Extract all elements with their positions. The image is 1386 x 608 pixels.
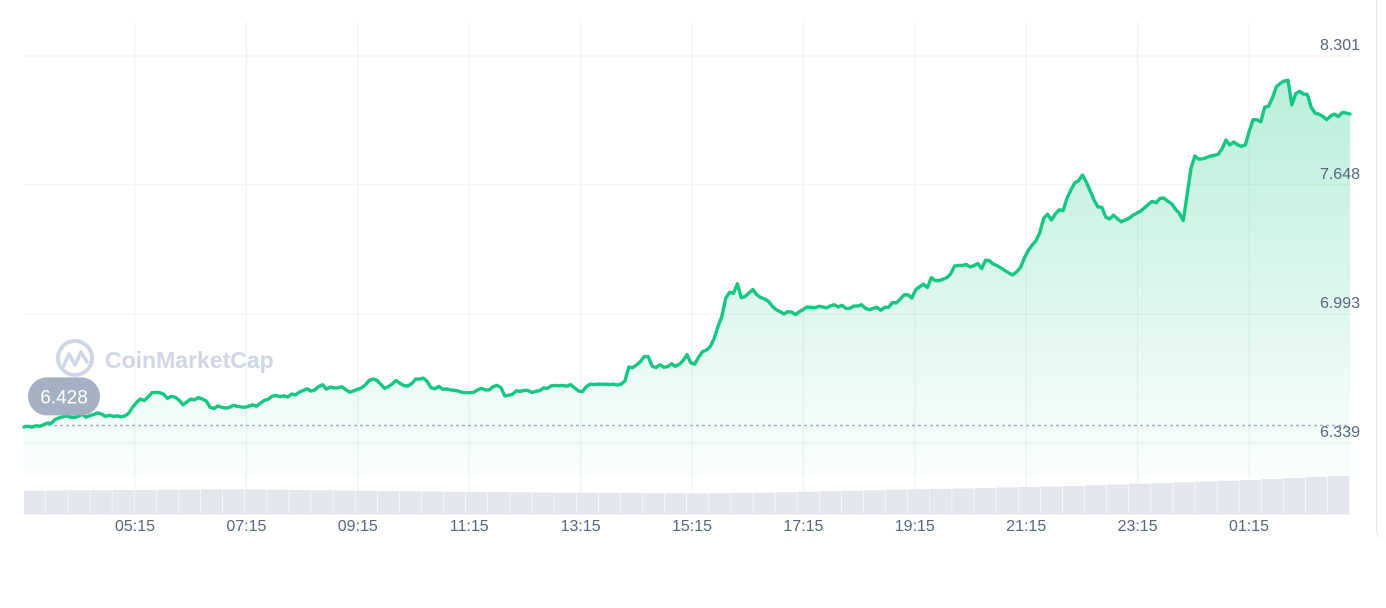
volume-bar: [908, 489, 930, 514]
volume-bar: [1084, 485, 1107, 514]
volume-bar: [709, 493, 731, 514]
y-tick-label: 8.301: [1320, 37, 1360, 54]
volume-bar: [952, 488, 974, 514]
volume-bar: [1217, 480, 1239, 514]
volume-bar: [863, 490, 886, 514]
volume-bar: [68, 490, 90, 514]
open-price-badge-background: [28, 377, 100, 416]
x-tick-label: 01:15: [1229, 518, 1269, 535]
volume-bar: [156, 489, 179, 514]
volume-bar: [289, 490, 311, 514]
volume-bar: [510, 492, 532, 514]
volume-bar: [1106, 484, 1129, 514]
x-tick-label: 09:15: [338, 518, 378, 535]
volume-bar: [775, 492, 797, 514]
volume-bar: [377, 491, 400, 514]
volume-bar: [443, 491, 466, 514]
price-line[interactable]: [22, 78, 1352, 429]
x-tick-label: 11:15: [450, 518, 489, 535]
y-tick-label: 6.339: [1320, 424, 1360, 441]
open-price-badge-label: 6.428: [40, 387, 88, 408]
x-tick-label: 21:15: [1006, 518, 1046, 535]
volume-bar: [466, 492, 488, 514]
volume-bar: [1305, 477, 1328, 514]
price-area: [24, 80, 1350, 476]
volume-bar: [222, 489, 245, 514]
x-tick-label: 19:15: [895, 518, 935, 535]
open-price-badge: 6.428: [28, 377, 100, 416]
volume-bar: [1062, 486, 1085, 514]
volume-bar: [753, 492, 775, 514]
volume-bar: [996, 487, 1018, 514]
x-tick-label: 17:15: [783, 518, 823, 535]
volume-bar: [1195, 481, 1217, 514]
volume-bar: [1261, 479, 1284, 514]
volume-bar: [731, 493, 753, 514]
volume-bar: [885, 489, 908, 514]
volume-bar: [687, 493, 709, 514]
volume-bar: [200, 489, 223, 514]
volume-bar: [112, 490, 134, 514]
volume-bar: [1040, 486, 1063, 514]
volume-bars: [24, 476, 1350, 514]
volume-bar: [178, 489, 201, 514]
x-tick-label: 15:15: [672, 518, 712, 535]
volume-bar: [90, 490, 112, 514]
volume-bar: [267, 489, 289, 514]
volume-bar: [532, 492, 554, 514]
y-tick-label: 6.993: [1320, 295, 1360, 312]
volume-bar: [664, 493, 687, 514]
volume-bar: [46, 490, 68, 514]
volume-bar: [134, 490, 156, 514]
volume-bar: [554, 492, 576, 514]
volume-bar: [245, 489, 267, 514]
volume-bar: [598, 493, 621, 514]
volume-bar: [1239, 480, 1261, 514]
price-series[interactable]: [22, 78, 1352, 429]
x-tick-label: 05:15: [115, 518, 155, 535]
y-tick-label: 7.648: [1320, 166, 1360, 183]
volume-bar: [930, 489, 952, 514]
volume-bar: [399, 491, 422, 514]
x-axis: 05:15 07:15 09:15 11:15 13:15 15:15 17:15 19:15…: [115, 518, 1269, 535]
volume-bar: [333, 490, 355, 514]
volume-bar: [841, 490, 864, 514]
volume-bar: [797, 491, 819, 514]
price-area-fill: [24, 80, 1350, 476]
coinmarketcap-logo-icon: [56, 339, 94, 377]
volume-bar: [1129, 483, 1151, 514]
volume-bar: [24, 490, 46, 514]
volume-bar: [620, 493, 643, 514]
volume-bar: [421, 491, 444, 514]
volume-bar: [819, 491, 842, 514]
volume-bar: [1018, 487, 1040, 514]
x-tick-label: 13:15: [561, 518, 601, 535]
volume-bar: [355, 490, 377, 514]
panel-edge: [1376, 0, 1386, 540]
x-tick-label: 23:15: [1118, 518, 1158, 535]
watermark: CoinMarketCap: [56, 339, 274, 377]
y-axis: 8.301 7.648 6.993 6.339: [1320, 37, 1360, 441]
volume-bar: [974, 488, 996, 514]
volume-bar: [1327, 476, 1350, 514]
volume-bar: [488, 492, 510, 514]
volume-bar: [1173, 482, 1195, 514]
volume-bar: [1283, 478, 1306, 514]
x-tick-label: 07:15: [226, 518, 266, 535]
volume-bar: [642, 493, 665, 514]
volume-bar: [576, 492, 598, 514]
watermark-text: CoinMarketCap: [105, 347, 274, 373]
volume-bar: [1151, 483, 1173, 514]
volume-bar: [311, 490, 333, 514]
